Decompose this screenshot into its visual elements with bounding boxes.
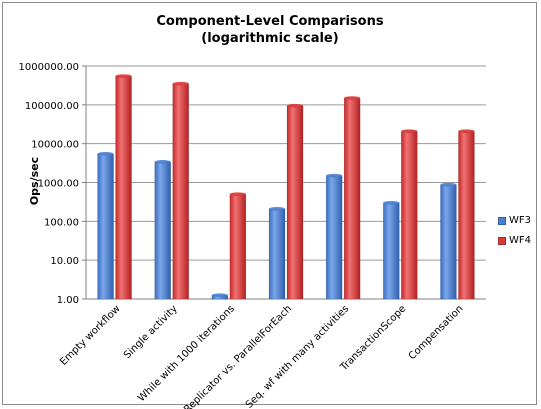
- bar-wf3-5: [325, 175, 343, 300]
- legend-item-wf4: WF4: [498, 235, 531, 246]
- x-tick-label: Compensation: [407, 303, 466, 362]
- bar-cap-wf3-1: [97, 151, 114, 156]
- x-tick-label: TransactionScope: [338, 303, 408, 373]
- bar-wf3-1: [97, 153, 114, 300]
- x-tick-label: Empty workflow: [58, 303, 123, 368]
- y-tick-label: 1000.00: [38, 179, 79, 190]
- bar-cap-wf3-4: [269, 207, 285, 211]
- bar-wf4-2: [172, 83, 189, 300]
- bar-wf4-5: [343, 97, 361, 300]
- x-tick-label: Seq. wf with many activities: [244, 303, 351, 409]
- legend-item-wf3: WF3: [498, 215, 531, 226]
- bar-wf4-1: [115, 75, 132, 300]
- y-tick-label: 10.00: [50, 256, 79, 267]
- bar-wf4-3: [229, 193, 247, 300]
- legend-label-wf4: WF4: [509, 235, 532, 246]
- bar-wf3-6: [383, 202, 400, 300]
- x-tick-label: Single activity: [122, 303, 180, 361]
- bar-wf3-2: [154, 161, 171, 300]
- bar-cap-wf4-3: [229, 192, 246, 196]
- bar-cap-wf4-7: [458, 129, 475, 133]
- y-tick-label: 100000.00: [25, 101, 79, 112]
- bar-cap-wf3-2: [154, 160, 171, 164]
- bar-cap-wf4-6: [401, 129, 418, 133]
- x-tick-label: While with 1000 iterations: [136, 303, 237, 404]
- bar-cap-wf4-4: [287, 103, 303, 108]
- bar-cap-wf4-2: [172, 81, 189, 86]
- y-tick-label: 100.00: [44, 217, 79, 228]
- bar-cap-wf3-6: [383, 201, 400, 205]
- bar-wf3-4: [268, 208, 286, 300]
- bar-wf4-6: [401, 130, 418, 300]
- legend-swatch-wf3: [498, 216, 506, 225]
- chart-subtitle: (logarithmic scale): [201, 31, 339, 46]
- bar-cap-wf3-5: [326, 173, 343, 178]
- bar-wf4-4: [286, 105, 304, 300]
- bar-wf3-7: [440, 184, 457, 300]
- y-tick-label: 10000.00: [31, 140, 79, 151]
- bar-wf4-7: [458, 130, 475, 300]
- y-tick-label: 1.00: [57, 295, 79, 306]
- legend-label-wf3: WF3: [509, 215, 532, 226]
- y-tick-label: 1000000.00: [19, 62, 79, 73]
- bar-cap-wf3-7: [440, 182, 457, 187]
- x-tick-label: Replicator vs. ParallelForEach: [182, 303, 294, 409]
- bar-cap-wf3-3: [211, 293, 228, 298]
- chart-title: Component-Level Comparisons: [156, 14, 384, 29]
- legend-swatch-wf4: [498, 236, 506, 245]
- bar-cap-wf4-1: [115, 74, 132, 78]
- bar-cap-wf4-5: [344, 96, 361, 100]
